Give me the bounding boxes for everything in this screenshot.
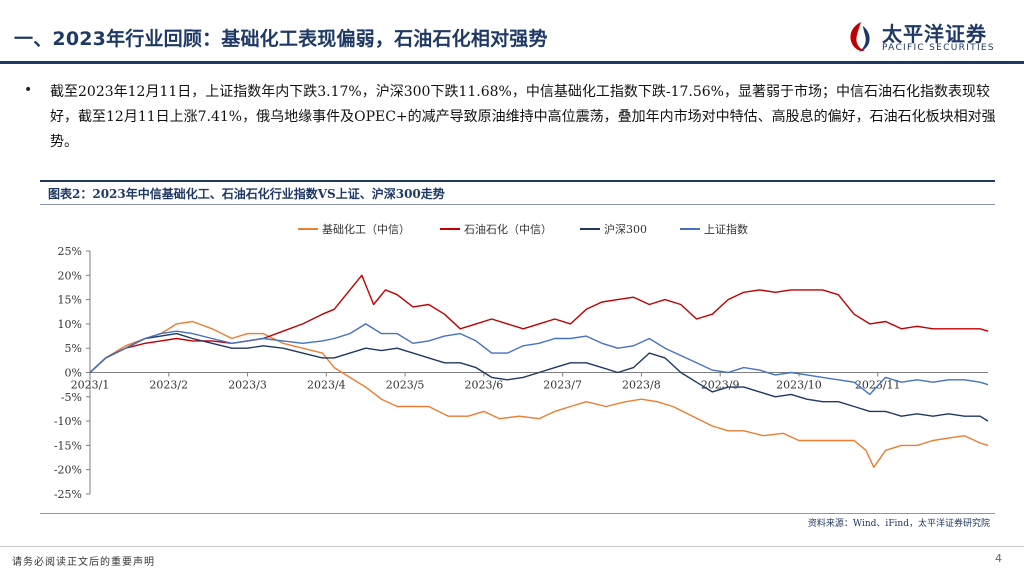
figure-title-rule <box>40 204 995 205</box>
y-tick-label: -15% <box>54 439 82 452</box>
title-divider <box>0 61 1024 64</box>
y-tick-label: 5% <box>65 342 82 355</box>
x-tick-label: 2023/10 <box>776 379 822 392</box>
legend-label: 石油石化（中信） <box>464 222 552 236</box>
source-note: 资料来源：Wind、iFind，太平洋证券研究院 <box>807 519 990 529</box>
summary-bullet: • 截至2023年12月11日，上证指数年内下跌3.17%，沪深300下跌11.… <box>24 80 1004 155</box>
x-tick-label: 2023/5 <box>386 379 425 392</box>
figure-top-rule <box>40 180 995 182</box>
x-tick-label: 2023/4 <box>307 379 346 392</box>
x-tick-label: 2023/7 <box>543 379 582 392</box>
y-tick-label: 25% <box>58 245 82 258</box>
y-tick-label: -25% <box>54 488 82 501</box>
logo-chinese-name: 太平洋证券 <box>882 22 987 46</box>
x-tick-label: 2023/3 <box>228 379 267 392</box>
y-tick-label: 20% <box>58 269 82 282</box>
logo-mark-icon <box>850 22 870 52</box>
series-line-3 <box>89 323 989 396</box>
line-chart: 25% 20% 15% 10% 5% 0% -5% -10% -15% -20% -25% 2023/… <box>54 222 989 501</box>
y-tick-label: 0% <box>65 367 82 380</box>
legend-label: 上证指数 <box>704 222 748 236</box>
y-tick-label: 10% <box>58 318 82 331</box>
legend-label: 基础化工（中信） <box>322 222 410 236</box>
page-number: 4 <box>995 552 1002 565</box>
y-tick-label: 15% <box>58 294 82 307</box>
x-tick-label: 2023/8 <box>622 379 661 392</box>
series-line-0 <box>89 320 989 468</box>
series-line-1 <box>89 274 989 374</box>
source-rule <box>40 513 995 514</box>
series-line-2 <box>89 332 989 422</box>
y-tick-label: -20% <box>54 464 82 477</box>
x-tick-label: 2023/9 <box>701 379 740 392</box>
figure-title: 图表2：2023年中信基础化工、石油石化行业指数VS上证、沪深300走势 <box>48 187 445 201</box>
legend-label: 沪深300 <box>604 222 647 236</box>
y-tick-label: -10% <box>54 415 82 428</box>
company-logo: 太平洋证券 PACIFIC SECURITIES <box>846 16 1006 58</box>
bullet-dot-icon: • <box>24 82 33 98</box>
page-title: 一、2023年行业回顾：基础化工表现偏弱，石油石化相对强势 <box>14 28 548 50</box>
y-tick-label: -5% <box>61 391 82 404</box>
summary-text: 截至2023年12月11日，上证指数年内下跌3.17%，沪深300下跌11.68… <box>50 84 996 150</box>
logo-english-name: PACIFIC SECURITIES <box>882 43 995 53</box>
x-tick-label: 2023/1 <box>71 379 110 392</box>
x-tick-label: 2023/6 <box>465 379 504 392</box>
footer-divider <box>0 546 1024 547</box>
x-tick-label: 2023/2 <box>149 379 188 392</box>
disclaimer-note: 请务必阅读正文后的重要声明 <box>12 557 155 568</box>
